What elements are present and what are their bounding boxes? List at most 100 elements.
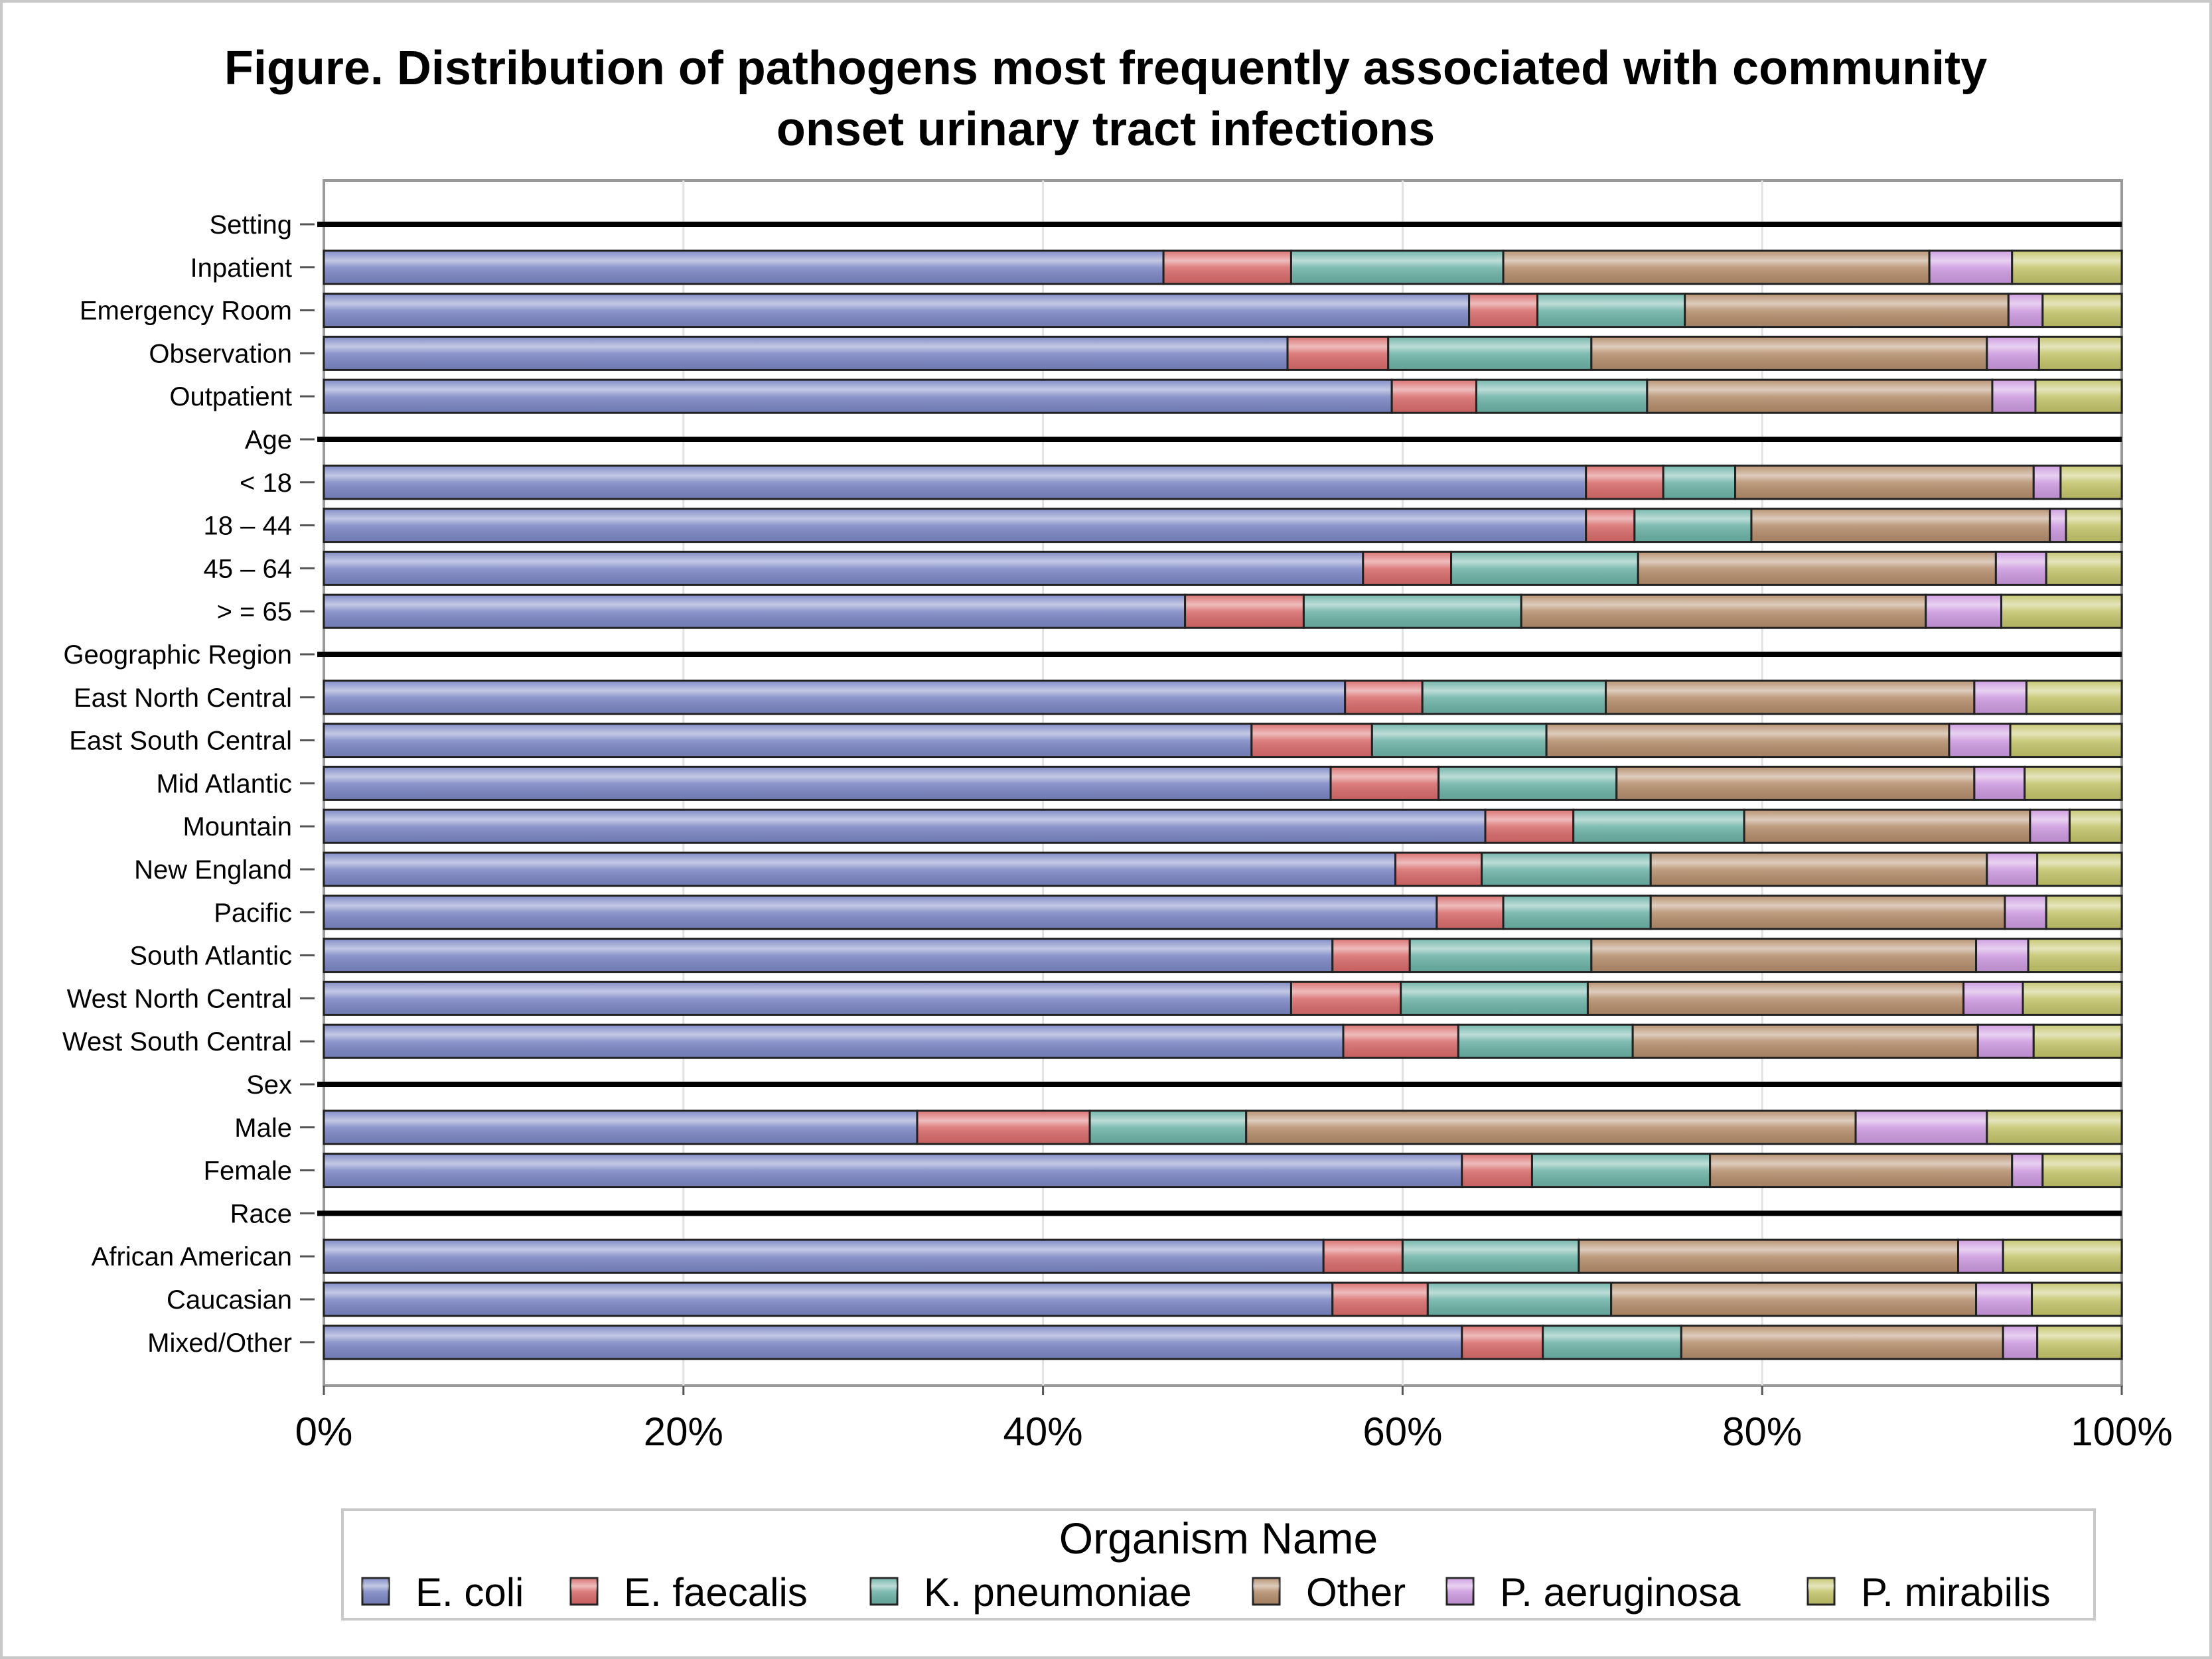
y-tick-label: Observation — [149, 339, 292, 368]
bar-segment-p-mirabilis — [2031, 1281, 2123, 1317]
bar-segment-e-faecalis — [1484, 808, 1575, 844]
bar-segment-p-aeruginosa — [1948, 723, 2012, 758]
legend-label: P. aeruginosa — [1500, 1570, 1741, 1615]
bar-segment-p-aeruginosa — [1975, 1281, 2033, 1317]
bar-segment-k-pneumoniae — [1438, 765, 1618, 801]
bar-segment-e-faecalis — [1331, 938, 1411, 974]
bar-segment-e-faecalis — [1461, 1153, 1533, 1189]
bar-segment-e-faecalis — [1250, 723, 1373, 758]
y-tick-label: East South Central — [69, 727, 292, 756]
y-tick-label: > = 65 — [217, 597, 292, 626]
bar-segment-e-coli — [323, 723, 1253, 758]
bar-segment-p-mirabilis — [2011, 250, 2123, 285]
bar-segment-e-coli — [323, 550, 1364, 586]
bar-segment-e-coli — [323, 508, 1587, 543]
bar-segment-e-coli — [323, 378, 1393, 414]
legend-item-k-pneumoniae: K. pneumoniae — [869, 1570, 1192, 1615]
bar-segment-other — [1586, 980, 1965, 1016]
y-tick-label: Mid Atlantic — [156, 769, 292, 798]
bar-segment-other — [1684, 293, 2010, 328]
bar-segment-k-pneumoniae — [1502, 895, 1652, 930]
bar-segment-other — [1750, 508, 2051, 543]
bar-segment-p-aeruginosa — [1973, 765, 2026, 801]
bar-segment-p-aeruginosa — [1928, 250, 2014, 285]
y-tick-label: Male — [234, 1114, 292, 1143]
bar-segment-e-coli — [323, 980, 1292, 1016]
y-tick-label: Mixed/Other — [147, 1329, 292, 1358]
legend-label: P. mirabilis — [1861, 1570, 2051, 1615]
y-tick-label: South Atlantic — [129, 942, 292, 971]
bar-segment-other — [1637, 550, 1997, 586]
bar-segment-k-pneumoniae — [1662, 465, 1737, 500]
bar-segment-e-faecalis — [1344, 680, 1424, 715]
bar-segment-other — [1545, 723, 1951, 758]
bar-segment-e-coli — [323, 1325, 1463, 1360]
bar-segment-p-mirabilis — [2009, 723, 2123, 758]
chart-title-line-2: onset urinary tract infections — [776, 103, 1435, 156]
bar-segment-p-mirabilis — [2059, 465, 2123, 500]
y-tick-label: 18 – 44 — [204, 512, 292, 541]
bar-segment-p-mirabilis — [2036, 851, 2123, 887]
bar-segment-other — [1743, 808, 2031, 844]
bar-segment-e-coli — [323, 851, 1397, 887]
bar-segment-p-mirabilis — [1986, 1110, 2123, 1145]
bar-segment-k-pneumoniae — [1457, 1023, 1634, 1059]
bar-segment-k-pneumoniae — [1400, 980, 1589, 1016]
bar-segment-k-pneumoniae — [1536, 293, 1686, 328]
legend-item-e-faecalis: E. faecalis — [569, 1570, 808, 1615]
bar-segment-e-faecalis — [1394, 851, 1483, 887]
bar-segment-k-pneumoniae — [1421, 680, 1607, 715]
bar-segment-p-aeruginosa — [2032, 465, 2062, 500]
bar-segment-e-coli — [323, 1023, 1345, 1059]
y-tick-label: Race — [230, 1199, 292, 1228]
bar-segment-k-pneumoniae — [1290, 250, 1505, 285]
y-tick-label: African American — [92, 1242, 292, 1271]
bar-segment-k-pneumoniae — [1408, 938, 1593, 974]
bar-segment-e-coli — [323, 765, 1332, 801]
bar-segment-k-pneumoniae — [1633, 508, 1753, 543]
y-tick-label: Emergency Room — [80, 297, 292, 326]
legend-label: E. coli — [415, 1570, 524, 1615]
bar-segment-e-coli — [323, 1110, 919, 1145]
bar-segment-e-faecalis — [1286, 335, 1390, 371]
bar-segment-p-aeruginosa — [2029, 808, 2071, 844]
y-tick-label: Sex — [246, 1070, 292, 1100]
bar-segment-p-mirabilis — [2032, 1023, 2123, 1059]
bar-segment-p-aeruginosa — [1956, 1238, 2004, 1274]
x-tick-label: 80% — [1722, 1409, 1802, 1454]
bar-segment-p-aeruginosa — [1986, 335, 2040, 371]
bar-segment-e-coli — [323, 808, 1487, 844]
bar-segment-e-coli — [323, 1153, 1463, 1189]
y-tick-label: Setting — [209, 210, 292, 240]
y-tick-label: Caucasian — [167, 1285, 292, 1315]
bar-segment-p-mirabilis — [2045, 895, 2123, 930]
y-tick-label: West North Central — [67, 984, 292, 1013]
bar-segment-other — [1646, 378, 1994, 414]
bar-segment-e-faecalis — [1436, 895, 1505, 930]
bar-segment-e-coli — [323, 293, 1471, 328]
bar-segment-p-mirabilis — [2041, 1153, 2123, 1189]
legend-item-p-aeruginosa: P. aeruginosa — [1445, 1570, 1741, 1615]
bar-segment-p-mirabilis — [2041, 293, 2123, 328]
bar-segment-e-coli — [323, 1281, 1334, 1317]
bar-segment-e-faecalis — [1468, 293, 1539, 328]
bar-segment-e-coli — [323, 680, 1347, 715]
bar-segment-k-pneumoniae — [1542, 1325, 1682, 1360]
y-tick-label: Pacific — [214, 899, 292, 928]
bar-segment-e-faecalis — [1184, 593, 1305, 629]
legend-item-p-mirabilis: P. mirabilis — [1806, 1570, 2051, 1615]
bar-segment-p-mirabilis — [2045, 550, 2123, 586]
bar-segment-other — [1680, 1325, 2004, 1360]
bar-segment-e-faecalis — [1585, 508, 1636, 543]
bar-segment-k-pneumoniae — [1426, 1281, 1613, 1317]
legend-label: E. faecalis — [624, 1570, 808, 1615]
bar-segment-p-mirabilis — [2027, 938, 2123, 974]
bar-segment-p-aeruginosa — [1986, 851, 2039, 887]
bar-segment-e-faecalis — [1322, 1238, 1404, 1274]
bar-segment-e-coli — [323, 593, 1187, 629]
x-tick-label: 40% — [1003, 1409, 1083, 1454]
y-tick-label: Inpatient — [190, 253, 292, 283]
bar-segment-other — [1610, 1281, 1978, 1317]
bar-segment-k-pneumoniae — [1475, 378, 1649, 414]
